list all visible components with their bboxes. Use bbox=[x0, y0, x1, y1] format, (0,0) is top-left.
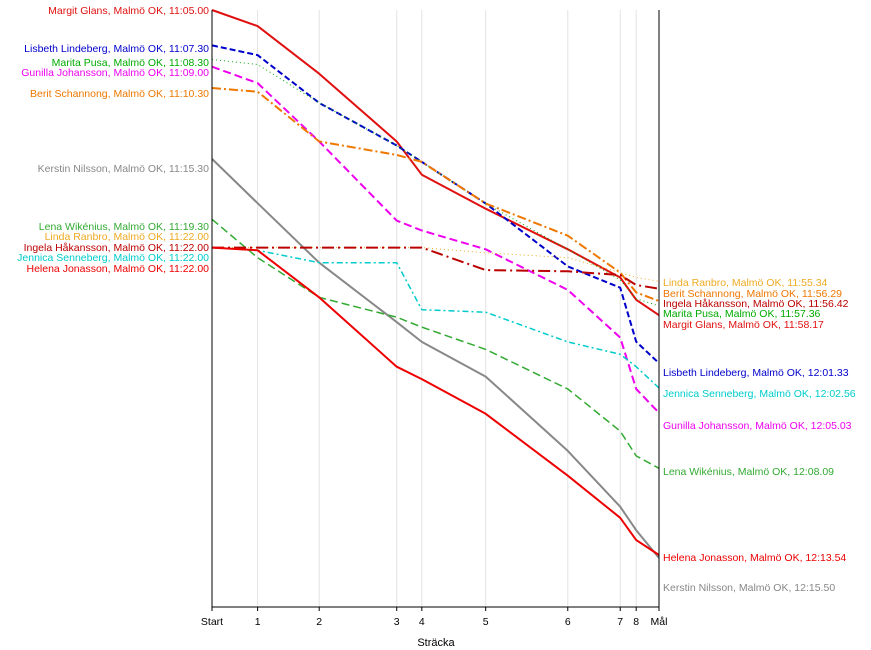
axes bbox=[211, 10, 660, 608]
start-label: Lena Wikénius, Malmö OK, 11:19.30 bbox=[39, 221, 209, 233]
finish-label: Lisbeth Lindeberg, Malmö OK, 12:01.33 bbox=[663, 367, 849, 379]
x-tick-label: 7 bbox=[617, 616, 623, 628]
series-line bbox=[211, 44, 660, 364]
finish-label: Linda Ranbro, Malmö OK, 11:55.34 bbox=[663, 277, 828, 289]
series-line bbox=[211, 218, 660, 469]
grid-lines bbox=[257, 10, 637, 607]
start-label: Ingela Håkansson, Malmö OK, 11:22.00 bbox=[24, 242, 210, 254]
series-line bbox=[211, 9, 660, 317]
x-tick-label: 6 bbox=[565, 616, 571, 628]
series-lines bbox=[211, 9, 660, 559]
start-label: Marita Pusa, Malmö OK, 11:08.30 bbox=[52, 57, 210, 69]
x-tick-label: Mål bbox=[651, 616, 668, 628]
start-label: Kerstin Nilsson, Malmö OK, 11:15.30 bbox=[38, 163, 210, 175]
x-axis-label: Sträcka bbox=[417, 637, 455, 649]
finish-label: Jennica Senneberg, Malmö OK, 12:02.56 bbox=[663, 388, 856, 400]
start-label: Gunilla Johansson, Malmö OK, 11:09.00 bbox=[21, 67, 209, 79]
series-line bbox=[211, 246, 660, 556]
finish-label: Helena Jonasson, Malmö OK, 12:13.54 bbox=[663, 552, 846, 564]
start-labels: Margit Glans, Malmö OK, 11:05.00 Lisbeth … bbox=[17, 5, 209, 275]
series-line bbox=[211, 87, 660, 303]
start-label: Jennica Senneberg, Malmö OK, 11:22.00 bbox=[17, 252, 209, 264]
series-line bbox=[211, 59, 660, 307]
finish-label: Kerstin Nilsson, Malmö OK, 12:15.50 bbox=[663, 582, 835, 594]
finish-labels: Margit Glans, Malmö OK, 11:58.17 Lisbeth … bbox=[663, 277, 856, 594]
start-label: Berit Schannong, Malmö OK, 11:10.30 bbox=[30, 88, 209, 100]
x-tick-label: Start bbox=[201, 616, 223, 628]
x-tick-label: 5 bbox=[483, 616, 489, 628]
finish-label: Marita Pusa, Malmö OK, 11:57.36 bbox=[663, 308, 821, 320]
series-line bbox=[211, 246, 660, 389]
series-line bbox=[212, 246, 660, 290]
finish-label: Margit Glans, Malmö OK, 11:58.17 bbox=[663, 319, 824, 331]
x-tick-labels: Start 1 2 3 4 5 6 7 8 Mål bbox=[201, 607, 668, 628]
finish-label: Berit Schannong, Malmö OK, 11:56.29 bbox=[663, 288, 842, 300]
start-label: Linda Ranbro, Malmö OK, 11:22.00 bbox=[45, 231, 210, 243]
x-tick-label: 4 bbox=[419, 616, 425, 628]
x-tick-label: 8 bbox=[633, 616, 639, 628]
x-tick-label: 3 bbox=[394, 616, 400, 628]
start-label: Helena Jonasson, Malmö OK, 11:22.00 bbox=[27, 263, 210, 275]
x-tick-label: 2 bbox=[316, 616, 322, 628]
x-tick-label: 1 bbox=[255, 616, 261, 628]
series-line bbox=[211, 65, 660, 414]
start-label: Margit Glans, Malmö OK, 11:05.00 bbox=[48, 5, 209, 17]
finish-label: Ingela Håkansson, Malmö OK, 11:56.42 bbox=[663, 298, 849, 310]
start-label: Lisbeth Lindeberg, Malmö OK, 11:07.30 bbox=[24, 43, 209, 55]
finish-label: Lena Wikénius, Malmö OK, 12:08.09 bbox=[663, 466, 834, 478]
series-line bbox=[211, 158, 660, 559]
finish-label: Gunilla Johansson, Malmö OK, 12:05.03 bbox=[663, 420, 852, 432]
